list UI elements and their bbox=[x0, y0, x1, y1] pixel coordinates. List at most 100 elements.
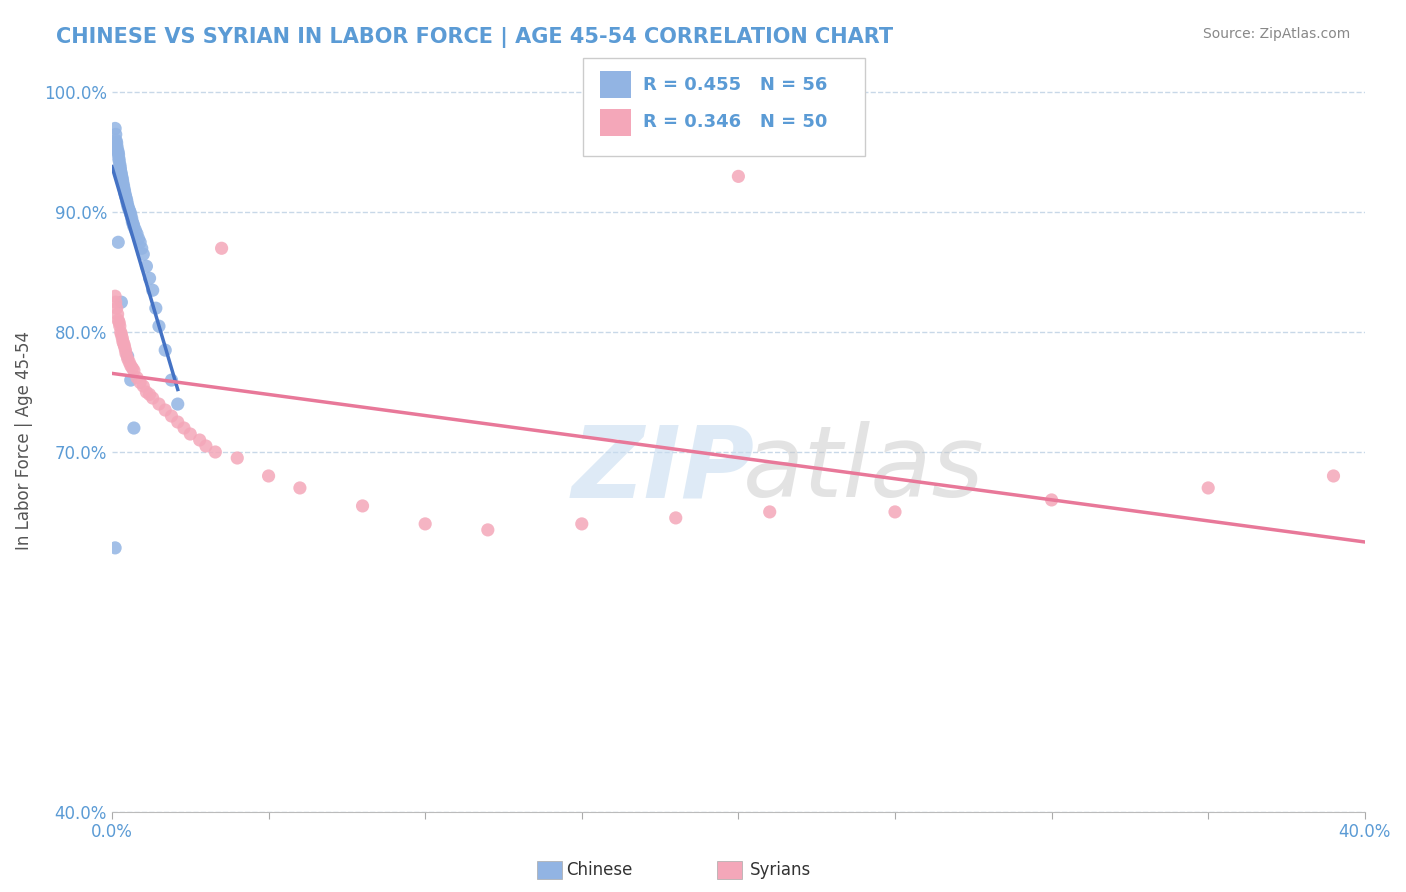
Text: Chinese: Chinese bbox=[567, 861, 633, 879]
Point bbox=[571, 516, 593, 531]
Point bbox=[160, 409, 183, 423]
Point bbox=[108, 153, 131, 168]
Point bbox=[108, 316, 131, 330]
Point bbox=[114, 340, 136, 354]
Point bbox=[166, 415, 188, 429]
Point bbox=[121, 211, 143, 226]
Point bbox=[114, 186, 136, 201]
Point bbox=[111, 174, 134, 188]
Point bbox=[114, 343, 136, 358]
Point bbox=[107, 235, 129, 250]
Point bbox=[110, 162, 132, 177]
Point bbox=[122, 421, 145, 435]
Point bbox=[288, 481, 311, 495]
Point bbox=[124, 223, 146, 237]
Point bbox=[108, 160, 131, 174]
Point bbox=[132, 247, 155, 261]
Point bbox=[166, 397, 188, 411]
Point bbox=[211, 241, 233, 255]
Point bbox=[142, 283, 165, 297]
Point bbox=[118, 202, 141, 217]
Point bbox=[173, 421, 195, 435]
Point bbox=[122, 217, 145, 231]
Point bbox=[121, 361, 143, 376]
Point bbox=[122, 363, 145, 377]
Point bbox=[138, 387, 160, 401]
Point bbox=[110, 167, 132, 181]
Point bbox=[112, 181, 135, 195]
Point bbox=[1197, 481, 1219, 495]
Point bbox=[142, 391, 165, 405]
Point bbox=[114, 188, 136, 202]
Point bbox=[129, 376, 152, 390]
Text: R = 0.346   N = 50: R = 0.346 N = 50 bbox=[643, 113, 827, 131]
Point bbox=[120, 208, 142, 222]
Point bbox=[148, 397, 170, 411]
Point bbox=[110, 164, 132, 178]
Point bbox=[120, 373, 142, 387]
Point bbox=[115, 191, 138, 205]
Point bbox=[665, 511, 688, 525]
Point bbox=[226, 450, 249, 465]
Point bbox=[105, 133, 128, 147]
Text: atlas: atlas bbox=[742, 421, 984, 518]
Point bbox=[105, 301, 128, 316]
Point bbox=[121, 215, 143, 229]
Point bbox=[115, 194, 138, 208]
Point bbox=[131, 241, 153, 255]
Point bbox=[352, 499, 374, 513]
Point bbox=[107, 143, 129, 157]
Point bbox=[114, 184, 136, 198]
Point bbox=[1040, 492, 1063, 507]
Point bbox=[104, 295, 127, 310]
Point bbox=[112, 178, 135, 193]
Point bbox=[120, 359, 142, 373]
Text: R = 0.455   N = 56: R = 0.455 N = 56 bbox=[643, 76, 827, 94]
Point bbox=[104, 541, 127, 555]
Point bbox=[111, 334, 134, 349]
Point bbox=[135, 259, 157, 273]
Point bbox=[188, 433, 211, 447]
Point bbox=[107, 313, 129, 327]
Point bbox=[105, 136, 128, 150]
Point bbox=[117, 349, 139, 363]
Text: CHINESE VS SYRIAN IN LABOR FORCE | AGE 45-54 CORRELATION CHART: CHINESE VS SYRIAN IN LABOR FORCE | AGE 4… bbox=[56, 27, 893, 48]
Point bbox=[413, 516, 436, 531]
Point bbox=[115, 195, 138, 210]
Point bbox=[145, 301, 167, 316]
Point bbox=[112, 337, 135, 351]
Point bbox=[194, 439, 217, 453]
Point bbox=[107, 145, 129, 160]
Point bbox=[160, 373, 183, 387]
Point bbox=[125, 370, 148, 384]
Point bbox=[132, 379, 155, 393]
Point bbox=[477, 523, 499, 537]
Point bbox=[108, 157, 131, 171]
Point bbox=[111, 331, 134, 345]
Point bbox=[104, 289, 127, 303]
Point bbox=[179, 427, 201, 442]
Point bbox=[110, 295, 132, 310]
Point bbox=[129, 235, 152, 250]
Point bbox=[111, 171, 134, 186]
Point bbox=[117, 198, 139, 212]
Point bbox=[110, 327, 132, 342]
Point bbox=[125, 227, 148, 241]
Point bbox=[1322, 469, 1344, 483]
Point bbox=[105, 139, 128, 153]
Point bbox=[727, 169, 749, 184]
Point bbox=[128, 232, 150, 246]
Point bbox=[107, 148, 129, 162]
Point bbox=[204, 445, 226, 459]
Point bbox=[108, 152, 131, 166]
Text: Syrians: Syrians bbox=[749, 861, 811, 879]
Text: ZIP: ZIP bbox=[572, 421, 755, 518]
Point bbox=[155, 343, 177, 358]
Point bbox=[155, 403, 177, 417]
Point bbox=[118, 355, 141, 369]
Point bbox=[117, 351, 139, 366]
Point bbox=[111, 177, 134, 191]
Text: Source: ZipAtlas.com: Source: ZipAtlas.com bbox=[1202, 27, 1350, 41]
Point bbox=[135, 385, 157, 400]
Point bbox=[108, 319, 131, 334]
